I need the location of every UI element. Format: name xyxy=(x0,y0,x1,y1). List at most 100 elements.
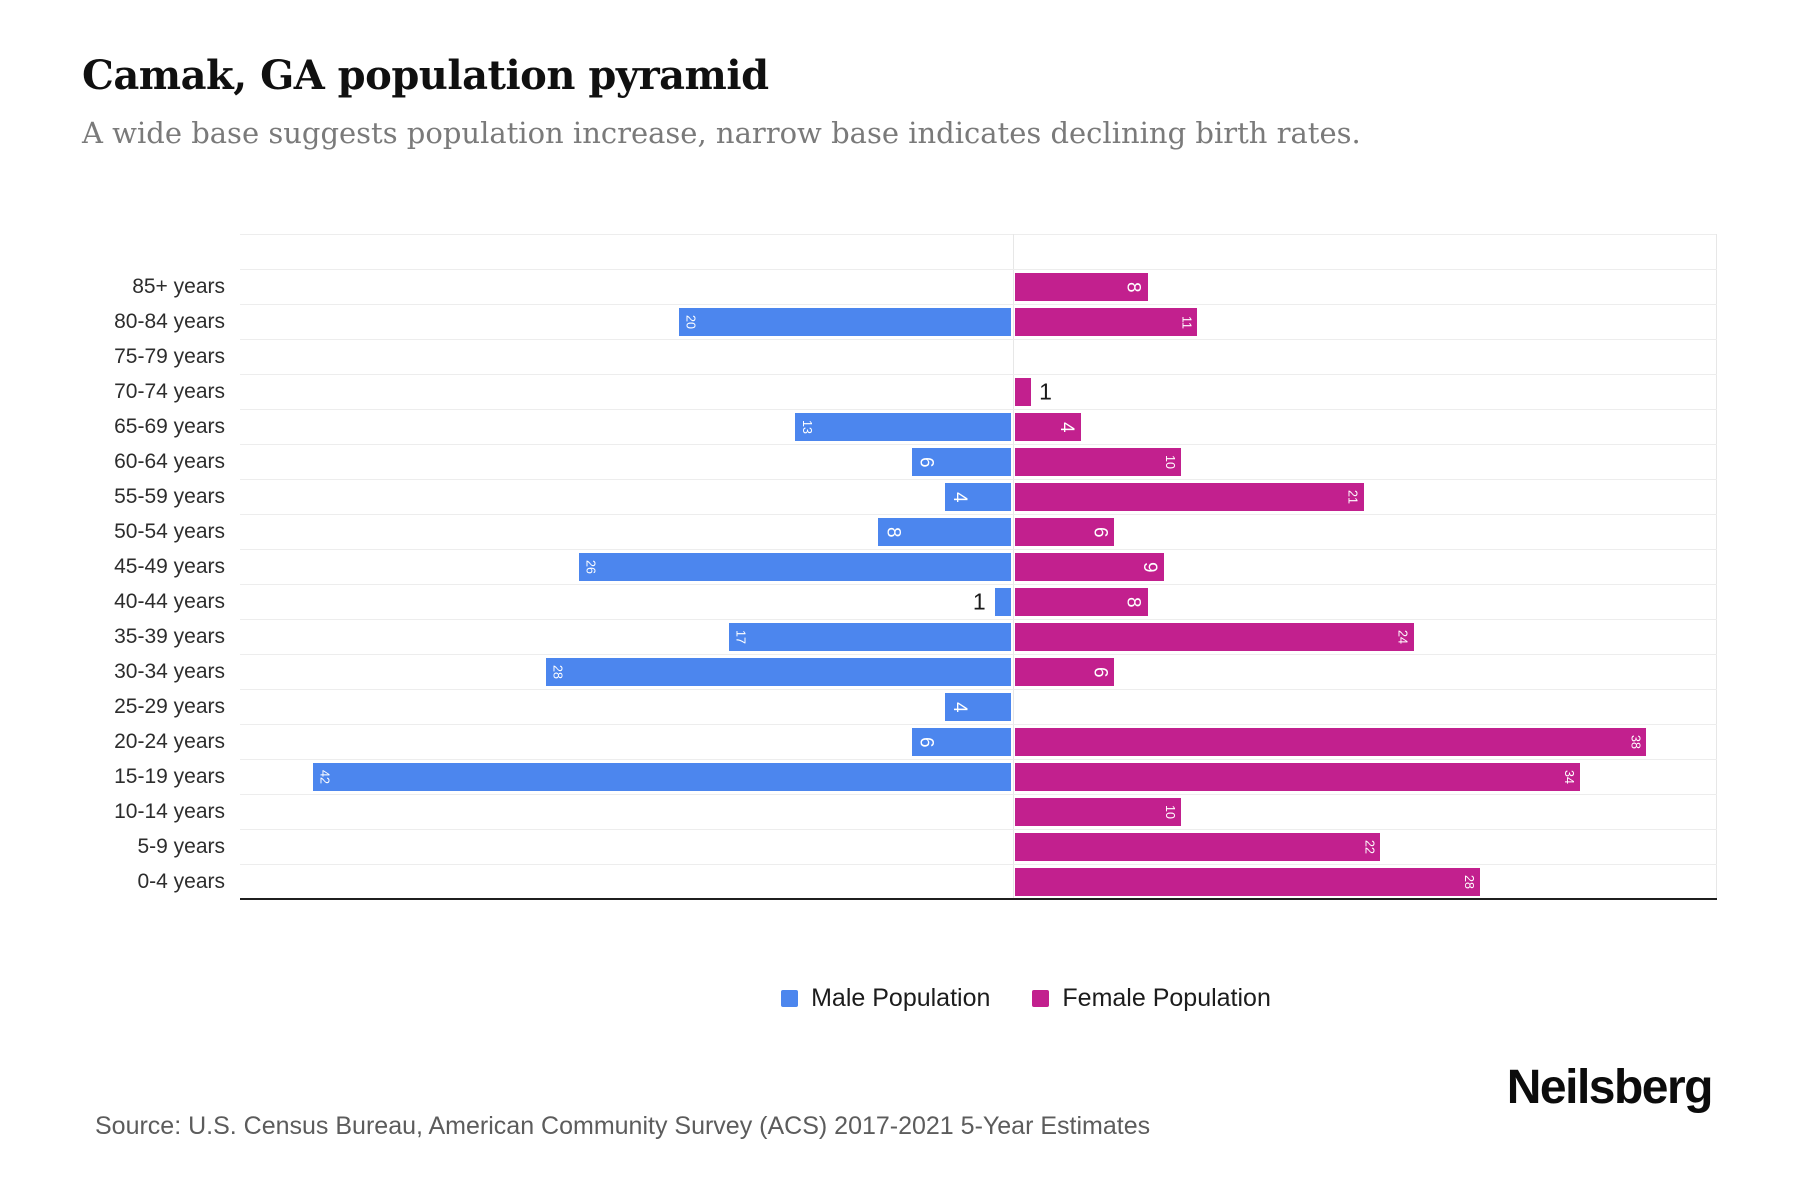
female-bar: 8 xyxy=(1014,588,1148,616)
center-gridline xyxy=(1013,234,1014,899)
bar-value-label: 6 xyxy=(915,456,937,468)
male-bar: 17 xyxy=(728,623,1012,651)
source-attribution: Source: U.S. Census Bureau, American Com… xyxy=(95,1112,1151,1140)
age-group-label: 45-49 years xyxy=(114,555,225,578)
bar-value-label: 1 xyxy=(1039,378,1052,405)
row-track: 28 xyxy=(240,864,1717,899)
age-group-label: 65-69 years xyxy=(114,415,225,438)
bar-value-label: 17 xyxy=(733,630,748,644)
population-pyramid-chart: 85+ years 8 80-84 years 20 11 75-79 years 70-7… xyxy=(0,234,1800,902)
bar-value-label: 21 xyxy=(1345,490,1360,504)
bar-value-label: 38 xyxy=(1628,735,1643,749)
female-bar xyxy=(1014,378,1032,406)
pyramid-row: 80-84 years 20 11 xyxy=(0,304,1800,339)
bar-value-label: 10 xyxy=(1162,805,1177,819)
row-track: 8 xyxy=(240,269,1717,304)
bar-value-label: 4 xyxy=(1056,421,1078,433)
bar-value-label: 28 xyxy=(550,665,565,679)
male-bar xyxy=(994,588,1012,616)
male-bar: 6 xyxy=(911,448,1012,476)
female-series-swatch xyxy=(1032,990,1050,1007)
row-track: 4 21 xyxy=(240,479,1717,514)
legend-item-female[interactable]: Female Population xyxy=(1032,984,1271,1013)
female-bar: 28 xyxy=(1014,868,1481,896)
female-bar: 6 xyxy=(1014,658,1115,686)
bar-value-label: 20 xyxy=(683,315,698,329)
legend-item-male[interactable]: Male Population xyxy=(781,984,990,1013)
age-group-label: 85+ years xyxy=(132,275,225,298)
row-track: 6 10 xyxy=(240,444,1717,479)
male-bar: 13 xyxy=(795,413,1012,441)
male-bar: 42 xyxy=(313,763,1012,791)
bar-value-label: 22 xyxy=(1362,840,1377,854)
male-bar: 4 xyxy=(944,693,1012,721)
bar-value-label: 13 xyxy=(799,420,814,434)
age-group-label: 5-9 years xyxy=(137,835,225,858)
row-track xyxy=(240,339,1717,374)
page-title: Camak, GA population pyramid xyxy=(82,52,769,99)
female-bar: 11 xyxy=(1014,308,1198,336)
row-track: 1 xyxy=(240,374,1717,409)
row-track: 6 38 xyxy=(240,724,1717,759)
pyramid-row: 30-34 years 28 6 xyxy=(0,654,1800,689)
pyramid-row: 75-79 years xyxy=(0,339,1800,374)
age-group-label: 10-14 years xyxy=(114,800,225,823)
bar-value-label: 4 xyxy=(948,491,970,503)
age-group-label: 60-64 years xyxy=(114,450,225,473)
female-bar: 9 xyxy=(1014,553,1165,581)
bar-value-label: 28 xyxy=(1462,875,1477,889)
pyramid-row: 15-19 years 42 34 xyxy=(0,759,1800,794)
row-track: 17 24 xyxy=(240,619,1717,654)
bar-value-label: 6 xyxy=(1089,526,1111,538)
male-bar: 8 xyxy=(878,518,1012,546)
bar-value-label: 6 xyxy=(1089,666,1111,678)
bar-value-label: 34 xyxy=(1561,770,1576,784)
row-track: 4 xyxy=(240,689,1717,724)
bar-value-label: 10 xyxy=(1162,455,1177,469)
age-group-label: 20-24 years xyxy=(114,730,225,753)
row-track: 10 xyxy=(240,794,1717,829)
pyramid-row: 35-39 years 17 24 xyxy=(0,619,1800,654)
pyramid-row: 50-54 years 8 6 xyxy=(0,514,1800,549)
plot-top-band xyxy=(240,234,1717,269)
bar-value-label: 8 xyxy=(882,526,904,538)
neilsberg-logo: Neilsberg xyxy=(1506,1061,1714,1114)
row-track: 22 xyxy=(240,829,1717,864)
row-track: 20 11 xyxy=(240,304,1717,339)
female-bar: 22 xyxy=(1014,833,1381,861)
age-group-label: 35-39 years xyxy=(114,625,225,648)
male-bar: 20 xyxy=(678,308,1012,336)
age-group-label: 70-74 years xyxy=(114,380,225,403)
age-group-label: 15-19 years xyxy=(114,765,225,788)
pyramid-row: 60-64 years 6 10 xyxy=(0,444,1800,479)
right-edge-gridline xyxy=(1716,234,1717,899)
bar-value-label: 1 xyxy=(972,588,986,615)
bar-value-label: 9 xyxy=(1139,561,1161,573)
bar-value-label: 4 xyxy=(948,701,970,713)
female-bar: 8 xyxy=(1014,273,1148,301)
bar-value-label: 6 xyxy=(915,736,937,748)
age-group-label: 40-44 years xyxy=(114,590,225,613)
male-bar: 4 xyxy=(944,483,1012,511)
row-track: 26 9 xyxy=(240,549,1717,584)
pyramid-row: 40-44 years 1 8 xyxy=(0,584,1800,619)
bar-value-label: 11 xyxy=(1179,315,1194,329)
female-bar: 4 xyxy=(1014,413,1082,441)
pyramid-row: 65-69 years 13 4 xyxy=(0,409,1800,444)
age-group-label: 80-84 years xyxy=(114,310,225,333)
male-bar: 28 xyxy=(545,658,1012,686)
female-bar: 34 xyxy=(1014,763,1580,791)
female-bar: 10 xyxy=(1014,798,1181,826)
female-bar: 6 xyxy=(1014,518,1115,546)
female-bar: 24 xyxy=(1014,623,1414,651)
age-group-label: 50-54 years xyxy=(114,520,225,543)
age-group-label: 0-4 years xyxy=(137,870,225,893)
pyramid-row: 0-4 years 28 xyxy=(0,864,1800,899)
pyramid-row: 10-14 years 10 xyxy=(0,794,1800,829)
female-bar: 21 xyxy=(1014,483,1364,511)
row-track: 13 4 xyxy=(240,409,1717,444)
pyramid-row: 55-59 years 4 21 xyxy=(0,479,1800,514)
pyramid-row: 85+ years 8 xyxy=(0,269,1800,304)
